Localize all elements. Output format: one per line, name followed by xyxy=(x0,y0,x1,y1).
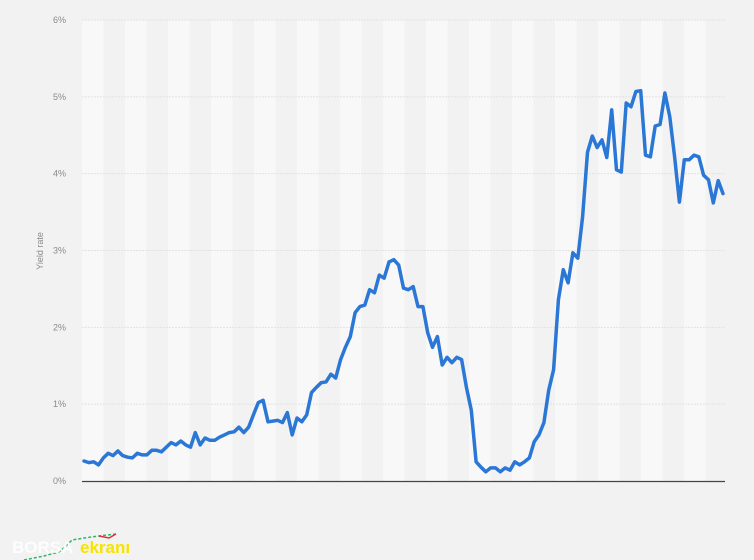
background-stripe xyxy=(512,20,534,481)
logo-text-borsa: BORSA xyxy=(12,538,73,557)
y-tick-label: 2% xyxy=(53,322,66,332)
y-tick-label: 5% xyxy=(53,92,66,102)
y-axis-ticks: 0% 1% 2% 3% 4% 5% 6% xyxy=(53,15,66,486)
series-line xyxy=(82,88,725,474)
logo-text-ekrani: ekranı xyxy=(80,538,130,557)
borsa-ekrani-logo: BORSA ekranı xyxy=(12,533,130,560)
y-tick-label: 6% xyxy=(53,15,66,25)
y-tick-label: 1% xyxy=(53,399,66,409)
background-stripe xyxy=(641,20,663,481)
y-tick-label: 4% xyxy=(53,169,66,179)
background-stripe xyxy=(383,20,405,481)
gridlines xyxy=(82,19,725,405)
background-stripe xyxy=(125,20,147,481)
y-tick-label: 3% xyxy=(53,246,66,256)
y-axis-label: Yield rate xyxy=(35,232,45,270)
y-tick-label: 0% xyxy=(53,476,66,486)
background-stripe xyxy=(254,20,276,481)
